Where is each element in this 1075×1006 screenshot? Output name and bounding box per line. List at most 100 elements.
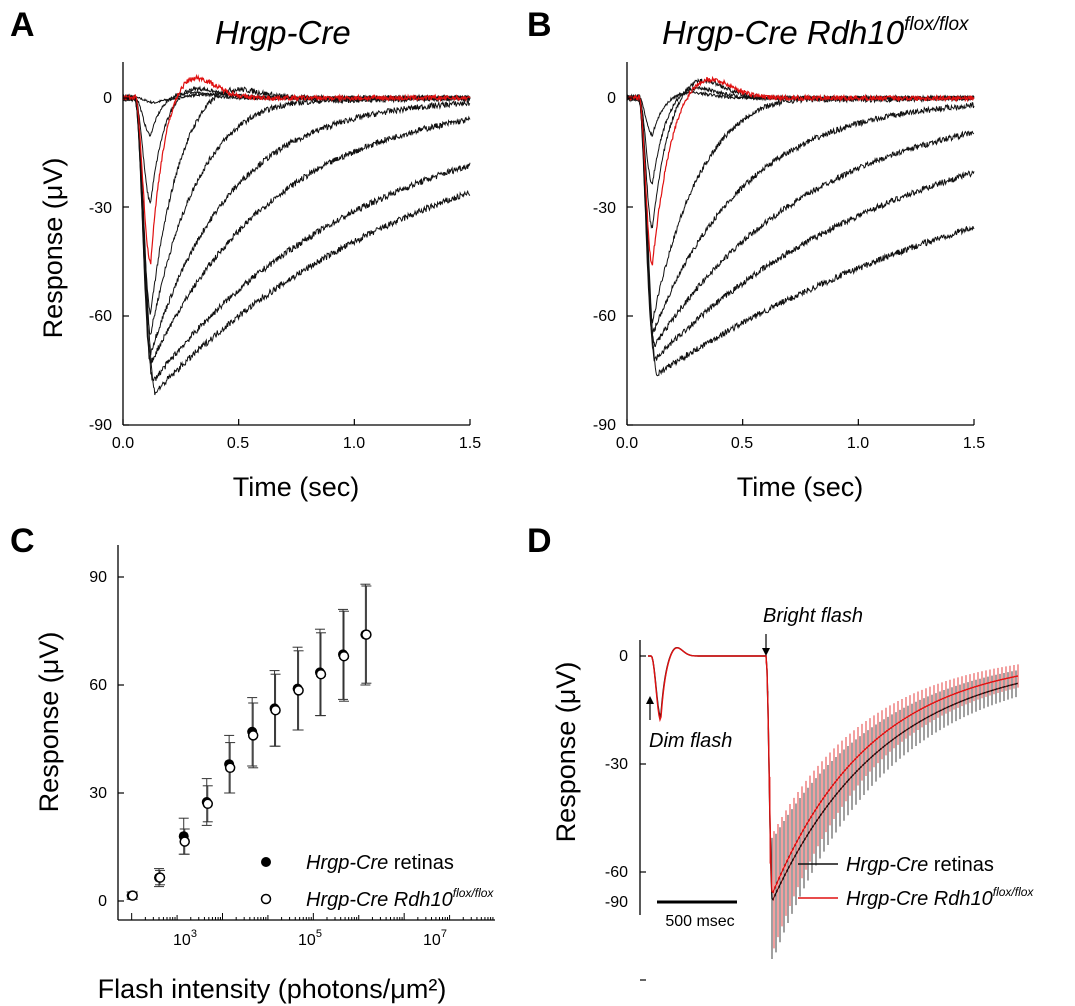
panel-d-legend-label: Hrgp-Cre [846,854,928,876]
panel-a: A Hrgp-Cre 0 -30 -60 -90 0.0 0.5 1.0 1.5… [10,6,481,502]
panel-b-xlabel: Time (sec) [737,472,864,502]
panel-a-ytick: -90 [89,417,112,434]
panel-a-xtick: 0.0 [112,435,134,452]
highlight-trace [626,75,975,266]
panel-b-xtick: 0.5 [731,435,753,452]
panel-a-letter: A [10,6,35,44]
panel-c-xtick-exp: 5 [316,928,322,940]
dim-flash-arrow-icon [646,696,654,704]
panel-c-ticks [118,576,494,920]
response-trace [626,93,975,377]
data-point-open [127,890,138,901]
response-trace [122,93,471,335]
panel-c-legend-label: Hrgp-Cre [306,852,388,874]
panel-b-ytick: -30 [593,200,616,217]
mean-trace [648,647,1019,894]
panel-c-xtick-exp: 7 [441,928,447,940]
panel-d-legend-entry-1: Hrgp-Cre retinas [846,854,994,876]
panel-c-ytick: 0 [98,893,107,910]
panel-c-xtick: 107 [423,928,447,949]
panel-b-title-main: Hrgp-Cre Rdh10 [662,14,905,51]
panel-a-ytick: -30 [89,200,112,217]
panel-a-ytick: 0 [103,90,112,107]
panel-c-ytick: 30 [89,785,107,802]
bright-flash-label: Bright flash [763,605,863,627]
panel-a-xtick: 0.5 [227,435,249,452]
panel-c-xtick: 105 [298,928,322,949]
panel-a-xtick: 1.5 [459,435,481,452]
data-point-open [179,836,190,847]
panel-c-legend-label: Hrgp-Cre Rdh10 [306,889,453,911]
panel-d-ytick: -60 [605,864,628,881]
panel-d-letter: D [527,522,552,560]
panel-c-xlabel: Flash intensity (photons/μm²) [98,974,447,1004]
legend-label-rest: retinas [388,852,454,874]
panel-d-legend-entry-2: Hrgp-Cre Rdh10flox/flox [846,885,1034,910]
panel-c-xtick-base: 10 [298,932,316,949]
panel-c-ylabel: Response (μV) [34,632,64,813]
response-trace [122,95,471,396]
legend-label-rest: retinas [928,854,994,876]
panel-c-xtick-exp: 3 [191,928,197,940]
panel-b-title-sup: flox/flox [904,14,970,35]
response-trace [122,93,471,382]
dim-flash-label: Dim flash [649,730,732,752]
panel-d: D 0 -30 -60 -90 Dim flash Bright flash 5… [527,522,1034,981]
legend-label-sup: flox/flox [453,886,495,900]
panel-a-xlabel: Time (sec) [233,472,360,502]
response-trace [122,85,471,205]
response-trace [626,93,975,348]
highlight-trace [122,73,471,265]
panel-d-ticks [640,655,646,981]
data-point-open [224,762,236,774]
panel-d-ytick: 0 [619,648,628,665]
panel-b-ticks [626,97,975,426]
panel-b-xtick: 0.0 [616,435,638,452]
panel-b-ytick: -90 [593,417,616,434]
panel-a-ytick: -60 [89,308,112,325]
panel-a-ylabel: Response (μV) [38,158,68,339]
panel-b-ytick: -60 [593,308,616,325]
panel-d-traces [648,646,1019,959]
panel-b-letter: B [527,6,552,44]
data-point-open [338,650,350,662]
panel-c-ytick: 90 [89,569,107,586]
panel-c: C 0 30 60 90 103 105 107 Hrgp-Cre retina… [10,522,495,1004]
panel-b: B Hrgp-Cre Rdh10flox/flox 0 -30 -60 -90 … [527,6,985,502]
response-trace [122,94,471,356]
panel-d-legend-label: Hrgp-Cre Rdh10 [846,888,993,910]
panel-b-traces [626,75,975,377]
response-trace [122,86,471,315]
scale-bar-label: 500 msec [665,913,734,930]
response-trace [626,94,975,324]
panel-c-xtick-base: 10 [173,932,191,949]
data-point-open [315,668,327,680]
panel-d-ytick: -90 [605,894,628,911]
data-point-open [270,704,281,716]
panel-c-ytick: 60 [89,677,107,694]
panel-c-xtick: 103 [173,928,197,949]
panel-a-title: Hrgp-Cre [215,14,351,51]
panel-d-ytick: -30 [605,756,628,773]
panel-a-ticks [122,97,471,426]
panel-b-ytick: 0 [607,90,616,107]
panel-d-ylabel: Response (μV) [551,662,581,843]
bright-flash-arrow-icon [762,648,770,656]
panel-b-xtick: 1.0 [847,435,869,452]
data-point-open [202,798,214,810]
response-trace [626,93,975,336]
data-point-open [293,685,304,696]
data-point-open [361,629,372,640]
panel-c-points [126,583,372,901]
panel-c-legend-marker-filled [261,857,271,867]
panel-a-traces [122,73,471,396]
panel-c-letter: C [10,522,35,560]
panel-c-legend-marker-open [260,893,272,905]
panel-c-xtick-base: 10 [423,932,441,949]
panel-b-title: Hrgp-Cre Rdh10flox/flox [662,14,970,51]
response-trace [122,94,471,364]
data-point-open [247,730,259,741]
response-trace [626,94,975,362]
data-point-open [154,872,166,883]
